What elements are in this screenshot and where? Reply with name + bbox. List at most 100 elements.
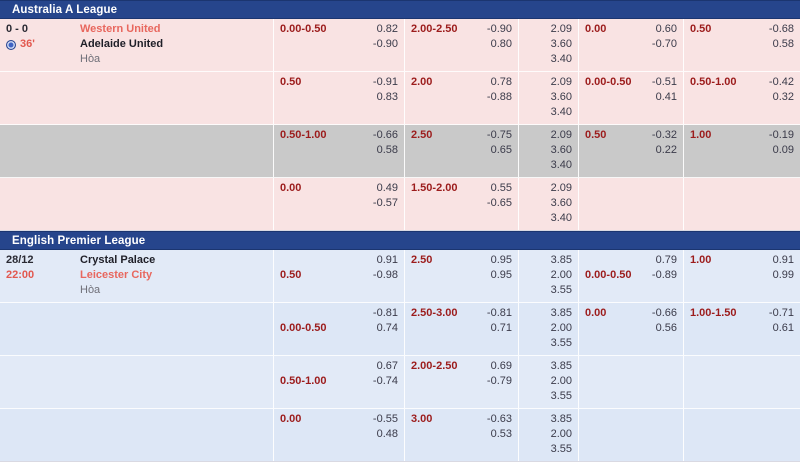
price-value[interactable]: 0.74 — [376, 322, 398, 334]
price-value[interactable]: 0.67 — [376, 360, 398, 372]
one-x-two-cell[interactable]: 2.09 3.60 3.40 — [518, 72, 578, 124]
one-x-two-cell[interactable]: 3.85 2.00 3.55 — [518, 303, 578, 355]
price-value[interactable]: 0.99 — [772, 269, 794, 281]
handicap-value[interactable]: 0.00 — [585, 23, 607, 35]
odds-value[interactable]: 3.55 — [550, 390, 572, 402]
handicap-value[interactable]: 2.00 — [411, 76, 433, 88]
first-half-over-under-cell[interactable] — [683, 409, 800, 461]
first-half-handicap-cell[interactable]: 0.00-0.50 -0.51 0.41 — [578, 72, 683, 124]
price-value[interactable]: 0.56 — [655, 322, 677, 334]
price-value[interactable]: 0.83 — [376, 91, 398, 103]
price-value[interactable]: -0.81 — [486, 307, 512, 319]
handicap-value[interactable]: 0.00 — [585, 307, 607, 319]
handicap-value[interactable]: 0.50 — [585, 129, 607, 141]
one-x-two-cell[interactable]: 3.85 2.00 3.55 — [518, 250, 578, 302]
first-half-over-under-cell[interactable]: 1.00-1.50 -0.71 0.61 — [683, 303, 800, 355]
price-value[interactable]: 0.65 — [490, 144, 512, 156]
handicap-value[interactable]: 2.00-2.50 — [411, 360, 458, 372]
one-x-two-cell[interactable]: 2.09 3.60 3.40 — [518, 19, 578, 71]
price-value[interactable]: 0.58 — [376, 144, 398, 156]
handicap-value[interactable]: 1.00 — [690, 129, 712, 141]
handicap-value[interactable]: 0.00 — [280, 413, 302, 425]
league-header-1[interactable]: Australia A League — [0, 0, 800, 19]
price-value[interactable]: -0.71 — [768, 307, 794, 319]
over-under-market-cell[interactable]: 2.00-2.50 -0.90 0.80 — [404, 19, 518, 71]
one-x-two-cell[interactable]: 3.85 2.00 3.55 — [518, 356, 578, 408]
price-value[interactable]: -0.66 — [372, 129, 398, 141]
price-value[interactable]: 0.69 — [490, 360, 512, 372]
odds-value[interactable]: 2.00 — [550, 428, 572, 440]
handicap-value[interactable]: 0.00-0.50 — [280, 322, 327, 334]
price-value[interactable]: -0.63 — [486, 413, 512, 425]
first-half-over-under-cell[interactable]: 0.50-1.00 -0.42 0.32 — [683, 72, 800, 124]
away-team-name[interactable]: Leicester City — [80, 269, 153, 281]
price-value[interactable]: 0.91 — [376, 254, 398, 266]
price-value[interactable]: -0.68 — [768, 23, 794, 35]
odds-value[interactable]: 3.85 — [550, 254, 572, 266]
first-half-over-under-cell[interactable] — [683, 356, 800, 408]
price-value[interactable]: -0.65 — [486, 197, 512, 209]
first-half-handicap-cell[interactable]: 0.79 0.00-0.50 -0.89 — [578, 250, 683, 302]
price-value[interactable]: -0.90 — [372, 38, 398, 50]
handicap-value[interactable]: 0.50-1.00 — [280, 129, 327, 141]
handicap-value[interactable]: 3.00 — [411, 413, 433, 425]
first-half-over-under-cell[interactable]: 0.50 -0.68 0.58 — [683, 19, 800, 71]
price-value[interactable]: 0.95 — [490, 269, 512, 281]
odds-value[interactable]: 3.55 — [550, 337, 572, 349]
price-value[interactable]: 0.49 — [376, 182, 398, 194]
first-half-handicap-cell[interactable] — [578, 178, 683, 230]
price-value[interactable]: -0.55 — [372, 413, 398, 425]
over-under-market-cell[interactable]: 3.00 -0.63 0.53 — [404, 409, 518, 461]
one-x-two-cell[interactable]: 3.85 2.00 3.55 — [518, 409, 578, 461]
odds-value[interactable]: 2.09 — [550, 129, 572, 141]
price-value[interactable]: 0.71 — [490, 322, 512, 334]
price-value[interactable]: 0.78 — [490, 76, 512, 88]
first-half-handicap-cell[interactable] — [578, 356, 683, 408]
one-x-two-cell[interactable]: 2.09 3.60 3.40 — [518, 178, 578, 230]
price-value[interactable]: 0.82 — [376, 23, 398, 35]
price-value[interactable]: 0.58 — [772, 38, 794, 50]
handicap-value[interactable]: 2.50-3.00 — [411, 307, 458, 319]
price-value[interactable]: 0.60 — [655, 23, 677, 35]
over-under-market-cell[interactable]: 2.50 -0.75 0.65 — [404, 125, 518, 177]
first-half-handicap-cell[interactable]: 0.50 -0.32 0.22 — [578, 125, 683, 177]
price-value[interactable]: -0.89 — [651, 269, 677, 281]
odds-value[interactable]: 3.40 — [550, 159, 572, 171]
handicap-market-cell[interactable]: 0.00 0.49 -0.57 — [273, 178, 404, 230]
odds-value[interactable]: 3.40 — [550, 106, 572, 118]
handicap-value[interactable]: 0.00-0.50 — [280, 23, 327, 35]
handicap-value[interactable]: 2.00-2.50 — [411, 23, 458, 35]
price-value[interactable]: 0.41 — [655, 91, 677, 103]
one-x-two-cell[interactable]: 2.09 3.60 3.40 — [518, 125, 578, 177]
price-value[interactable]: 0.48 — [376, 428, 398, 440]
handicap-value[interactable]: 1.00-1.50 — [690, 307, 737, 319]
league-header-2[interactable]: English Premier League — [0, 231, 800, 250]
handicap-value[interactable]: 0.50 — [280, 269, 302, 281]
price-value[interactable]: 0.53 — [490, 428, 512, 440]
odds-value[interactable]: 3.85 — [550, 307, 572, 319]
price-value[interactable]: -0.57 — [372, 197, 398, 209]
handicap-market-cell[interactable]: 0.67 0.50-1.00 -0.74 — [273, 356, 404, 408]
price-value[interactable]: -0.75 — [486, 129, 512, 141]
handicap-value[interactable]: 2.50 — [411, 254, 433, 266]
odds-value[interactable]: 3.60 — [550, 38, 572, 50]
price-value[interactable]: 0.61 — [772, 322, 794, 334]
odds-value[interactable]: 3.40 — [550, 53, 572, 65]
price-value[interactable]: 0.55 — [490, 182, 512, 194]
handicap-value[interactable]: 2.50 — [411, 129, 433, 141]
odds-value[interactable]: 3.60 — [550, 91, 572, 103]
first-half-handicap-cell[interactable]: 0.00 -0.66 0.56 — [578, 303, 683, 355]
handicap-market-cell[interactable]: 0.00-0.50 0.82 -0.90 — [273, 19, 404, 71]
over-under-market-cell[interactable]: 2.50-3.00 -0.81 0.71 — [404, 303, 518, 355]
price-value[interactable]: -0.70 — [651, 38, 677, 50]
odds-value[interactable]: 3.60 — [550, 197, 572, 209]
home-team-name[interactable]: Crystal Palace — [80, 254, 156, 266]
handicap-market-cell[interactable]: -0.81 0.00-0.50 0.74 — [273, 303, 404, 355]
price-value[interactable]: -0.51 — [651, 76, 677, 88]
odds-value[interactable]: 2.00 — [550, 375, 572, 387]
price-value[interactable]: 0.95 — [490, 254, 512, 266]
first-half-over-under-cell[interactable] — [683, 178, 800, 230]
first-half-handicap-cell[interactable] — [578, 409, 683, 461]
handicap-value[interactable]: 0.50-1.00 — [280, 375, 327, 387]
price-value[interactable]: -0.19 — [768, 129, 794, 141]
